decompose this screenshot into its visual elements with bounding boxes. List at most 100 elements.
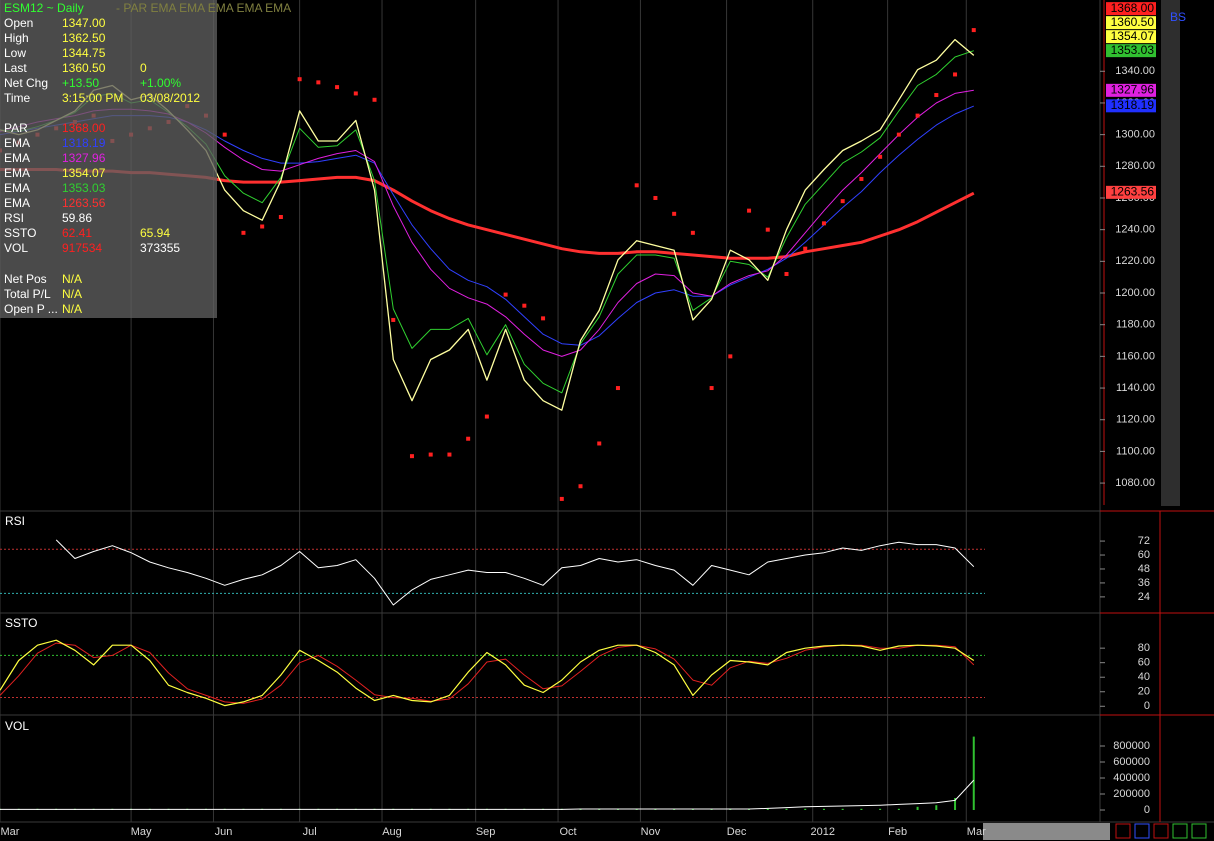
info-value: 917534 (62, 241, 102, 255)
x-tick-label: Mar (1, 826, 20, 838)
par-dot (541, 316, 546, 321)
volume-bar (804, 808, 807, 810)
par-dot (278, 214, 283, 219)
scrollbar[interactable] (1161, 0, 1180, 506)
price-tag-label: 1368.00 (1111, 1, 1155, 15)
x-tick-label: Nov (641, 826, 661, 838)
par-dot (859, 176, 864, 181)
volume-bar (822, 808, 825, 810)
series-line (0, 642, 975, 704)
info-label: Net Chg (4, 76, 48, 90)
volume-bar (916, 806, 919, 810)
info-value: 1360.50 (62, 61, 106, 75)
toolbar-button[interactable] (1191, 823, 1207, 839)
toolbar-button[interactable] (1172, 823, 1188, 839)
info-value: N/A (62, 287, 82, 301)
y-tick-label: 1300.00 (1115, 129, 1155, 141)
info-label: Total P/L (4, 287, 51, 301)
price-tag (1106, 99, 1156, 113)
par-dot (672, 211, 677, 216)
info-value: 59.86 (62, 211, 92, 225)
x-tick-label: Jun (215, 826, 233, 838)
y-tick-label: 400000 (1113, 772, 1150, 784)
par-dot (503, 292, 508, 297)
y-tick-label: 80 (1138, 642, 1150, 654)
info-value: 3:15:00 PM (62, 91, 123, 105)
par-dot (971, 28, 976, 33)
toolbar-button[interactable] (1115, 823, 1131, 839)
y-tick-label: 1200.00 (1115, 287, 1155, 299)
volume-bar (954, 798, 957, 810)
info-value: +13.50 (62, 76, 99, 90)
volume-bar (785, 808, 788, 810)
par-dot (559, 496, 564, 501)
toolbar-button[interactable] (1153, 823, 1169, 839)
y-tick-label: 0 (1144, 804, 1150, 816)
info-label: Net Pos (4, 272, 47, 286)
x-tick-label: Feb (888, 826, 907, 838)
info-label: PAR (4, 121, 28, 135)
info-box-bg (0, 0, 217, 318)
volume-bar (841, 808, 844, 810)
price-tag-label: 1353.03 (1111, 43, 1155, 57)
par-dot (466, 436, 471, 441)
y-tick-label: 1140.00 (1116, 382, 1155, 394)
series-line (55, 539, 975, 606)
par-dot (690, 230, 695, 235)
series-line (0, 639, 975, 707)
info-value: N/A (62, 302, 82, 316)
y-tick-label: 60 (1138, 549, 1150, 561)
par-dot (896, 132, 901, 137)
info-value: 1354.07 (62, 166, 106, 180)
y-tick-label: 1220.00 (1115, 255, 1155, 267)
price-tag-label: 1327.96 (1111, 83, 1155, 97)
x-tick-label: Jul (303, 826, 317, 838)
info-extra: 373355 (140, 241, 180, 255)
info-extra: +1.00% (140, 76, 181, 90)
info-label: SSTO (4, 226, 36, 240)
par-dot (447, 452, 452, 457)
info-label: VOL (4, 241, 28, 255)
info-value: N/A (62, 272, 82, 286)
info-label: Time (4, 91, 31, 105)
scroll-track[interactable] (983, 823, 1110, 840)
price-tag (1106, 83, 1156, 97)
par-dot (578, 484, 583, 489)
price-tag (1106, 30, 1156, 44)
par-dot (522, 303, 527, 308)
y-tick-label: 24 (1138, 591, 1150, 603)
info-label: Last (4, 61, 27, 75)
y-tick-label: 20 (1138, 686, 1150, 698)
y-tick-label: 800000 (1113, 740, 1150, 752)
y-tick-label: 1280.00 (1115, 160, 1155, 172)
series-line (0, 779, 975, 810)
price-tag (1106, 44, 1156, 58)
y-tick-label: 1100.00 (1116, 445, 1155, 457)
info-label: EMA (4, 196, 30, 210)
y-tick-label: 36 (1138, 577, 1150, 589)
par-dot (709, 386, 714, 391)
x-tick-label: May (131, 826, 152, 838)
par-dot (484, 414, 489, 419)
price-tag (1106, 185, 1156, 199)
toolbar-button[interactable] (1134, 823, 1150, 839)
x-tick-label: Mar (967, 826, 986, 838)
par-dot (878, 154, 883, 159)
volume-bar (897, 808, 900, 810)
y-tick-label: 600000 (1113, 756, 1150, 768)
info-label: Open P ... (4, 302, 58, 316)
panel-title: VOL (5, 719, 29, 733)
par-dot (428, 452, 433, 457)
par-dot (840, 199, 845, 204)
par-dot (803, 246, 808, 251)
par-dot (747, 208, 752, 213)
info-label: High (4, 31, 29, 45)
info-value: 1353.03 (62, 181, 106, 195)
grid (0, 0, 985, 822)
info-label: RSI (4, 211, 24, 225)
info-value: 1362.50 (62, 31, 106, 45)
y-tick-label: 1180.00 (1116, 319, 1155, 331)
info-extra: 0 (140, 61, 147, 75)
